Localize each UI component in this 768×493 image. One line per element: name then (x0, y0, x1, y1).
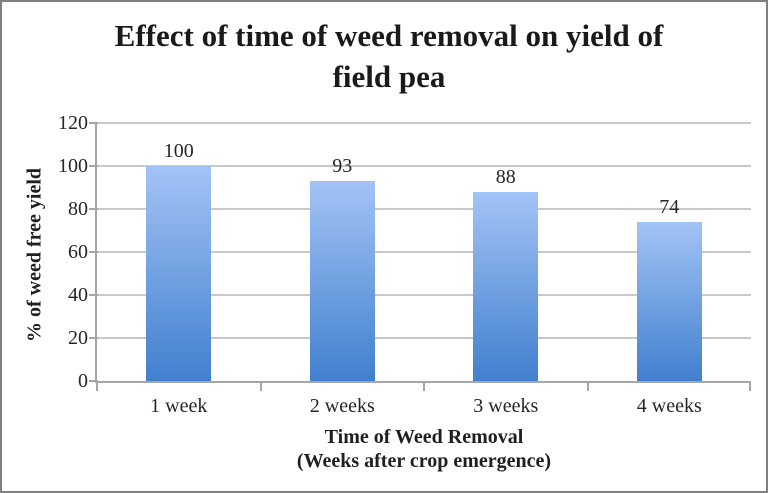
y-tick-mark (89, 337, 98, 339)
x-tick-mark (423, 381, 425, 391)
y-tick-label: 120 (58, 112, 88, 134)
y-tick-mark (89, 165, 98, 167)
x-tick-mark (586, 381, 589, 391)
bar-2-weeks (309, 181, 375, 381)
x-tick-mark (749, 381, 751, 391)
gridline (97, 337, 751, 339)
y-tick-label: 20 (68, 327, 88, 349)
bar-4-weeks (636, 221, 702, 381)
chart-title-line1: Effect of time of weed removal on yield … (114, 18, 664, 53)
x-axis-title-line1: Time of Weed Removal (324, 426, 524, 448)
bar-value-label: 74 (659, 195, 680, 218)
gridline (97, 208, 751, 210)
bar-1-week (146, 166, 212, 381)
bar-value-label: 88 (495, 165, 516, 188)
y-tick-mark (89, 380, 98, 382)
gridline (97, 251, 751, 253)
category-label: 2 weeks (309, 395, 375, 417)
chart-title-line2: field pea (332, 58, 446, 94)
y-tick-mark (89, 208, 98, 210)
y-tick-label: 40 (68, 284, 88, 306)
category-label: 3 weeks (473, 395, 539, 417)
bar-3-weeks (473, 191, 539, 381)
category-label: 1 week (150, 395, 208, 417)
x-axis-title: Time of Weed Removal (Weeks after crop e… (174, 425, 674, 473)
x-tick-mark (259, 381, 262, 391)
chart-title: Effect of time of weed removal on yield … (36, 16, 742, 98)
y-tick-label: 100 (58, 155, 88, 177)
y-tick-mark (89, 251, 98, 253)
category-label: 4 weeks (636, 395, 702, 417)
x-tick-mark (96, 381, 98, 391)
y-tick-mark (89, 122, 98, 124)
bar-value-label: 93 (332, 155, 353, 178)
y-tick-mark (89, 294, 98, 296)
x-axis-title-line2: (Weeks after crop emergence) (296, 450, 552, 472)
y-tick-label: 80 (68, 198, 88, 220)
y-tick-label: 0 (78, 370, 88, 392)
gridline (97, 165, 751, 167)
gridline (97, 122, 751, 124)
y-axis-line (95, 123, 97, 383)
gridline (97, 294, 751, 296)
y-tick-label: 60 (68, 241, 88, 263)
bar-value-label: 100 (163, 140, 194, 162)
